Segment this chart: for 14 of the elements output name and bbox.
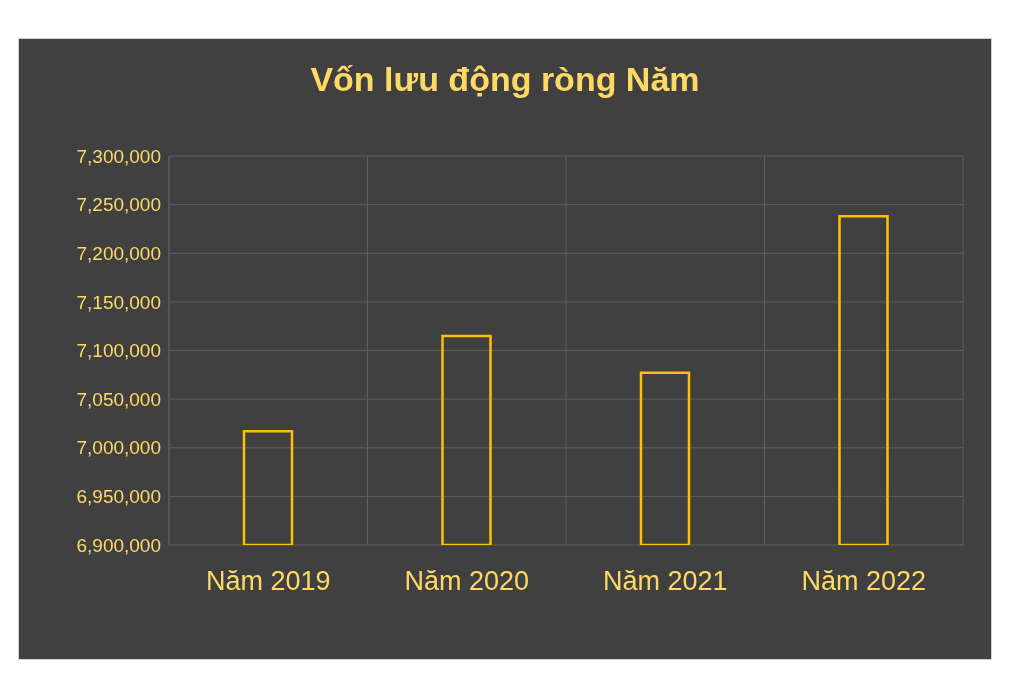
x-tick-label: Năm 2019 [205,566,331,597]
y-tick-label: 7,200,000 [76,242,161,264]
chart-title: Vốn lưu động ròng Năm [309,58,701,100]
y-tick-label: 6,900,000 [76,534,161,556]
x-tick-label: Năm 2022 [801,566,927,597]
y-tick-label: 7,100,000 [76,340,161,362]
y-tick-label: 7,150,000 [76,291,161,313]
y-tick-label: 7,050,000 [76,388,161,410]
y-tick-label: 7,300,000 [76,145,161,167]
y-tick-label: 6,950,000 [76,486,161,508]
y-tick-label: 7,250,000 [76,194,161,216]
y-tick-label: 7,000,000 [76,437,161,459]
x-tick-label: Năm 2021 [602,566,728,597]
x-tick-label: Năm 2020 [404,566,530,597]
